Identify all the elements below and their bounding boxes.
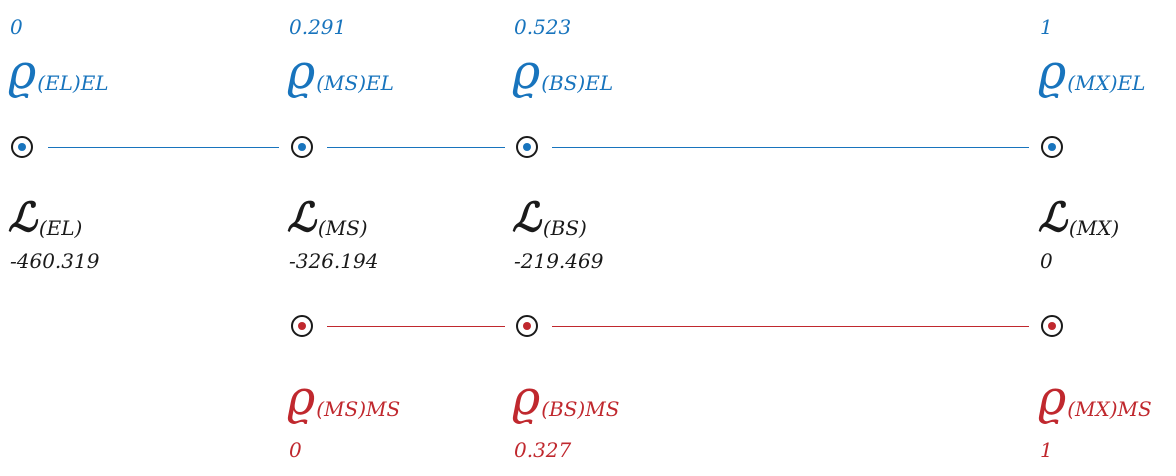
rho-el-value: 0 — [10, 15, 23, 39]
lagrangian-value: 0 — [1040, 249, 1053, 273]
rho-subscript: (MS)MS — [316, 397, 401, 421]
rho-subscript: (MS)EL — [316, 71, 394, 95]
lagrangian-label: ℒ (MX) — [1038, 194, 1119, 242]
state-column-bs: 0.523 ϱ(BS)EL ℒ (BS) -219.469 ϱ(BS)MS 0.3… — [512, 0, 712, 476]
ms-edge-ms-bs — [327, 326, 505, 327]
rho-el-value: 0.523 — [514, 15, 572, 39]
rho-el-value: 0.291 — [289, 15, 347, 39]
rho-el-label: ϱ(BS)EL — [512, 44, 613, 100]
rho-symbol: ϱ — [287, 44, 316, 100]
rho-ms-value: 1 — [1040, 438, 1053, 462]
rho-symbol: ϱ — [512, 44, 541, 100]
rho-el-value: 1 — [1040, 15, 1053, 39]
lagrangian-symbol: ℒ — [1038, 194, 1067, 241]
rho-subscript: (MX)EL — [1067, 71, 1146, 95]
rho-subscript: (EL)EL — [37, 71, 109, 95]
el-node-mx[interactable] — [1041, 136, 1063, 158]
el-edge-ms-bs — [327, 147, 505, 148]
lagrangian-value: -460.319 — [10, 249, 100, 273]
rho-symbol: ϱ — [1038, 44, 1067, 100]
lagrangian-label: ℒ (EL) — [8, 194, 82, 242]
rho-ms-label: ϱ(MS)MS — [287, 370, 400, 426]
lagrangian-subscript: (MX) — [1068, 216, 1120, 240]
rho-subscript: (BS)EL — [541, 71, 614, 95]
state-column-ms: 0.291 ϱ(MS)EL ℒ (MS) -326.194 ϱ(MS)MS 0 — [287, 0, 487, 476]
rho-symbol: ϱ — [8, 44, 37, 100]
el-node-bs[interactable] — [516, 136, 538, 158]
rho-el-label: ϱ(EL)EL — [8, 44, 109, 100]
rho-symbol: ϱ — [1038, 370, 1067, 426]
lagrangian-label: ℒ (BS) — [512, 194, 587, 242]
state-column-mx: 1 ϱ(MX)EL ℒ (MX) 0 ϱ(MX)MS 1 — [1038, 0, 1176, 476]
lagrangian-symbol: ℒ — [8, 194, 37, 241]
lagrangian-value: -219.469 — [514, 249, 604, 273]
lagrangian-label: ℒ (MS) — [287, 194, 368, 242]
lagrangian-subscript: (BS) — [542, 216, 587, 240]
rho-el-label: ϱ(MS)EL — [287, 44, 394, 100]
ms-node-mx[interactable] — [1041, 315, 1063, 337]
ms-edge-bs-mx — [552, 326, 1029, 327]
el-edge-bs-mx — [552, 147, 1029, 148]
rho-ms-label: ϱ(MX)MS — [1038, 370, 1152, 426]
ms-node-ms[interactable] — [291, 315, 313, 337]
rho-el-label: ϱ(MX)EL — [1038, 44, 1145, 100]
lagrangian-symbol: ℒ — [287, 194, 316, 241]
rho-symbol: ϱ — [512, 370, 541, 426]
rho-subscript: (BS)MS — [541, 397, 620, 421]
lagrangian-subscript: (EL) — [38, 216, 83, 240]
lagrangian-value: -326.194 — [289, 249, 379, 273]
rho-ms-value: 0 — [289, 438, 302, 462]
lagrangian-symbol: ℒ — [512, 194, 541, 241]
state-column-el: 0 ϱ(EL)EL ℒ (EL) -460.319 — [8, 0, 208, 476]
el-node-ms[interactable] — [291, 136, 313, 158]
el-node-el[interactable] — [11, 136, 33, 158]
rho-symbol: ϱ — [287, 370, 316, 426]
rho-ms-value: 0.327 — [514, 438, 572, 462]
ms-node-bs[interactable] — [516, 315, 538, 337]
el-edge-el-ms — [48, 147, 279, 148]
rho-subscript: (MX)MS — [1067, 397, 1152, 421]
rho-ms-label: ϱ(BS)MS — [512, 370, 619, 426]
lagrangian-subscript: (MS) — [317, 216, 368, 240]
